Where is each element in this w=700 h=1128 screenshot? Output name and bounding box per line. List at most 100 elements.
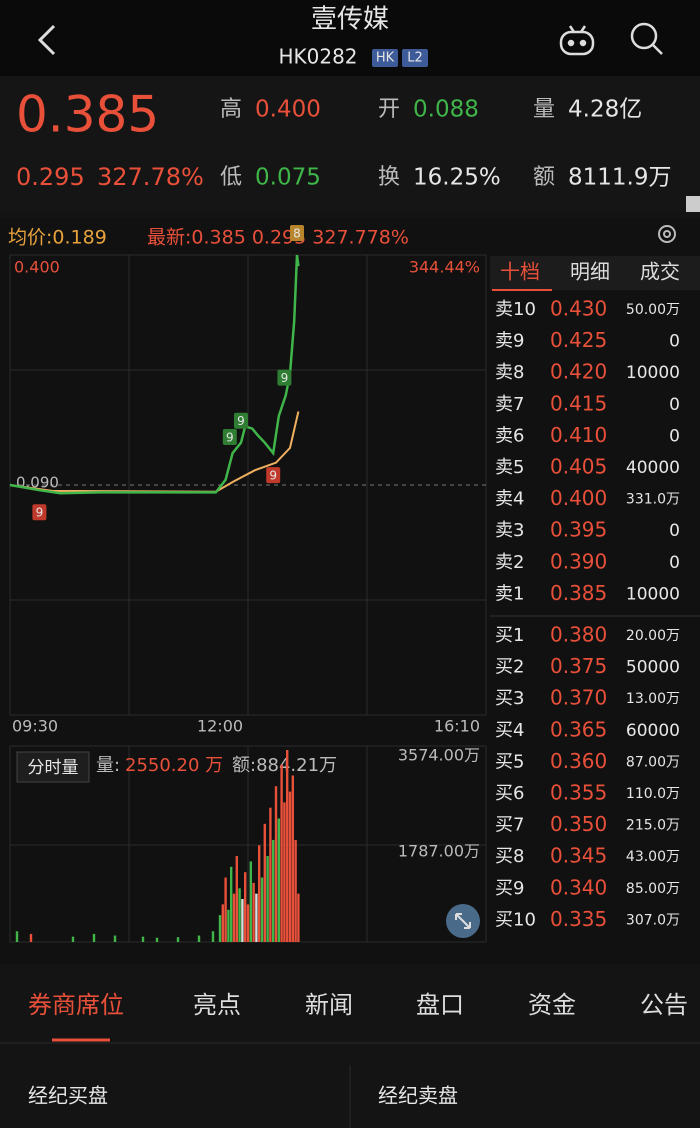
book-label: 买8 <box>495 846 524 867</box>
book-label: 卖3 <box>495 520 524 541</box>
book-price: 0.355 <box>550 781 607 805</box>
bottom-tab[interactable]: 新闻 <box>305 991 353 1019</box>
book-price: 0.415 <box>550 391 607 415</box>
x-tick-label: 09:30 <box>12 717 58 736</box>
book-volume: 110.0万 <box>626 786 680 802</box>
volume-bar <box>230 866 233 942</box>
volume-bar <box>211 931 215 942</box>
badge-text: L2 <box>407 51 423 66</box>
volume-title: 分时量 <box>28 758 79 778</box>
search-icon[interactable] <box>630 22 663 55</box>
book-volume: 0 <box>669 395 680 415</box>
y-tick-label: 0.400 <box>14 258 60 277</box>
book-volume: 10000 <box>626 584 680 604</box>
book-label: 卖8 <box>495 362 524 383</box>
book-price: 0.375 <box>550 654 607 678</box>
volume-bar <box>297 893 300 942</box>
marker <box>222 429 237 446</box>
marker-label: 9 <box>226 431 234 445</box>
book-price: 0.400 <box>550 486 607 510</box>
y-tick-label: 3574.00万 <box>398 746 480 765</box>
book-price: 0.365 <box>550 717 607 741</box>
volume-bar <box>291 775 294 942</box>
bottom-tab[interactable]: 盘口 <box>416 991 464 1019</box>
book-label: 买6 <box>495 783 524 804</box>
top-pct: 344.44% <box>409 258 480 277</box>
marker <box>266 467 281 484</box>
book-volume: 85.00万 <box>626 881 680 897</box>
book-tab[interactable]: 成交 <box>640 260 680 284</box>
book-price: 0.340 <box>550 875 607 899</box>
volume-bar <box>92 933 96 942</box>
book-price: 0.425 <box>550 328 607 352</box>
bottom-tab[interactable]: 亮点 <box>193 991 241 1019</box>
volume-bar <box>232 893 236 942</box>
volume-bar <box>255 893 258 942</box>
robot-icon[interactable] <box>559 25 595 56</box>
nav-bar <box>0 0 700 76</box>
book-label: 卖7 <box>495 394 524 415</box>
book-volume: 60000 <box>626 721 680 741</box>
back-button[interactable] <box>37 24 56 56</box>
x-tick-label: 16:10 <box>434 717 480 736</box>
settings-icon[interactable] <box>658 225 676 243</box>
volume-tab[interactable] <box>16 751 90 783</box>
volume-bar <box>294 839 297 942</box>
label: 高 <box>220 97 242 122</box>
volume-bar <box>249 861 252 942</box>
volume-bar <box>260 877 264 942</box>
book-tab[interactable]: 十档 <box>500 260 540 284</box>
book-volume: 215.0万 <box>626 818 680 834</box>
marker <box>290 225 304 241</box>
marker-label: 9 <box>36 506 44 520</box>
book-label: 卖4 <box>495 489 524 510</box>
label: 开 <box>378 97 400 122</box>
broker-buy: 经纪买盘 <box>28 1084 108 1108</box>
volume-bar <box>197 935 201 942</box>
volume-bar <box>272 839 275 942</box>
book-label: 卖1 <box>495 583 524 604</box>
amount: 8111.9万 <box>568 165 671 191</box>
book-volume: 50.00万 <box>626 302 680 318</box>
volume-bar <box>238 888 241 942</box>
bottom-tab[interactable]: 券商席位 <box>28 991 124 1019</box>
book-volume: 87.00万 <box>626 754 680 770</box>
volume-bar <box>288 791 292 942</box>
bottom-tab[interactable]: 资金 <box>528 991 576 1019</box>
book-volume: 20.00万 <box>626 628 680 644</box>
book-volume: 307.0万 <box>626 912 680 928</box>
marker-label: 9 <box>281 371 289 385</box>
expand-button[interactable] <box>446 904 480 938</box>
change: 0.295 <box>16 163 85 191</box>
latest-info: 最新:0.385 0.295 327.778% <box>147 227 409 249</box>
badge <box>372 49 398 67</box>
quote-panel <box>0 76 700 212</box>
book-label: 买1 <box>495 625 524 646</box>
book-volume: 40000 <box>626 458 680 478</box>
scroll-tab <box>686 196 700 212</box>
volume-bar <box>269 807 272 942</box>
volume-bar <box>113 935 117 942</box>
marker <box>234 412 248 429</box>
y-tick-label: 1787.00万 <box>398 842 480 861</box>
book-label: 卖2 <box>495 552 524 573</box>
book-price: 0.430 <box>550 297 607 321</box>
book-volume: 0 <box>669 553 680 573</box>
book-label: 买9 <box>495 878 524 899</box>
broker-sell: 经纪卖盘 <box>378 1084 458 1108</box>
marker <box>32 504 47 521</box>
book-label: 卖9 <box>495 331 524 352</box>
bottom-tab[interactable]: 公告 <box>640 991 688 1019</box>
book-volume: 0 <box>669 426 680 446</box>
book-price: 0.380 <box>550 623 607 647</box>
volume-bar <box>224 877 227 942</box>
volume-bar <box>246 904 250 942</box>
book-tab[interactable]: 明细 <box>570 260 610 284</box>
book-label: 卖5 <box>495 457 524 478</box>
marker-label: 9 <box>269 469 277 483</box>
low: 0.075 <box>255 165 321 191</box>
volume-bar <box>244 872 247 942</box>
book-price: 0.350 <box>550 812 607 836</box>
turnover: 16.25% <box>413 165 501 191</box>
